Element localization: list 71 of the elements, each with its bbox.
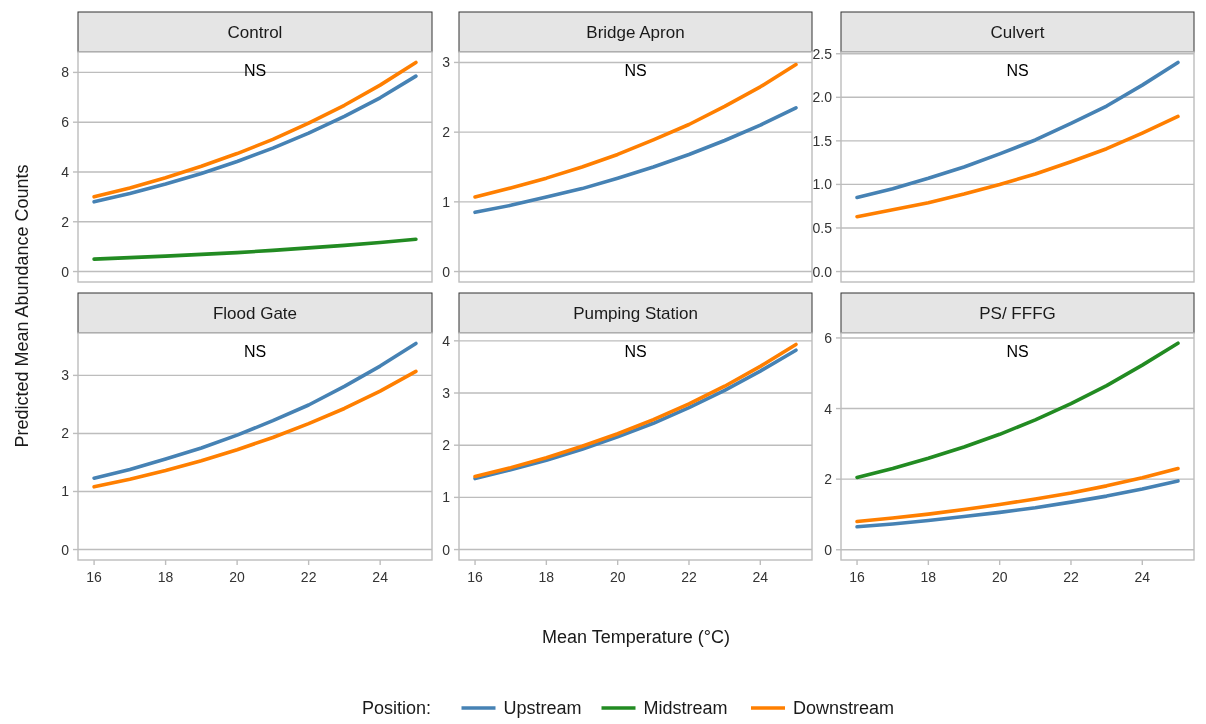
annotation: NS <box>243 62 267 79</box>
legend-title: Position: <box>362 698 432 718</box>
line-series <box>855 60 1180 200</box>
x-tick-label: 16 <box>467 569 484 585</box>
x-tick-label: 24 <box>372 569 389 585</box>
x-tick-label: 16 <box>849 569 866 585</box>
legend-label: Upstream <box>503 698 582 718</box>
legend-label: Midstream <box>643 698 728 718</box>
chart-title: PS/ FFFG <box>979 304 1056 323</box>
x-tick-label: 22 <box>300 569 317 585</box>
line-series <box>855 114 1180 219</box>
chart-title: Bridge Apron <box>586 23 685 42</box>
y-tick-label: 3 <box>442 54 451 71</box>
chart-title: Control <box>227 23 283 42</box>
line-series <box>473 105 798 215</box>
y-tick-label: 2.5 <box>812 45 833 62</box>
chart-title: Pumping Station <box>573 304 698 323</box>
y-axis-title: Predicted Mean Abundance Counts <box>12 164 32 448</box>
y-tick-label: 0 <box>442 263 451 280</box>
y-tick-label: 0 <box>442 541 451 558</box>
annotation: NS <box>624 343 647 360</box>
y-tick-label: 3 <box>442 385 451 402</box>
line-series <box>855 479 1180 529</box>
x-tick-label: 24 <box>1134 569 1151 585</box>
y-tick-label: 2 <box>442 124 451 141</box>
y-tick-label: 6 <box>824 329 833 346</box>
x-tick-label: 16 <box>86 569 103 585</box>
y-tick-label: 0.5 <box>812 219 833 236</box>
chart-title: Flood Gate <box>212 304 298 323</box>
x-axis-title: Mean Temperature (°C) <box>542 627 730 647</box>
y-tick-label: 3 <box>61 367 70 384</box>
y-tick-label: 0 <box>61 541 70 558</box>
y-tick-label: 2.0 <box>812 89 833 106</box>
x-tick-label: 20 <box>991 569 1008 585</box>
y-tick-label: 2 <box>824 471 833 488</box>
x-tick-label: 20 <box>609 569 626 585</box>
x-tick-label: 20 <box>229 569 246 585</box>
x-tick-label: 18 <box>538 569 555 585</box>
y-tick-label: 4 <box>442 332 451 349</box>
y-tick-label: 0 <box>61 263 70 280</box>
y-tick-label: 2 <box>442 437 451 454</box>
y-tick-label: 1.0 <box>812 176 833 193</box>
legend-label: Downstream <box>793 698 895 718</box>
y-tick-label: 2 <box>61 425 70 442</box>
annotation: NS <box>243 343 267 360</box>
annotation: NS <box>624 62 647 79</box>
line-series <box>92 341 418 480</box>
line-series <box>473 62 798 199</box>
y-tick-label: 0.0 <box>812 263 833 280</box>
line-series <box>92 369 418 489</box>
y-tick-label: 4 <box>61 163 70 180</box>
annotation: NS <box>1006 62 1029 79</box>
y-tick-label: 1 <box>442 193 451 210</box>
y-tick-label: 6 <box>61 114 70 131</box>
x-tick-label: 18 <box>920 569 937 585</box>
y-tick-label: 1.5 <box>812 132 833 149</box>
line-series <box>855 341 1180 480</box>
y-tick-label: 2 <box>61 213 70 230</box>
y-tick-label: 1 <box>442 489 451 506</box>
x-tick-label: 22 <box>1063 569 1079 585</box>
annotation: NS <box>1006 343 1029 360</box>
y-tick-label: 1 <box>61 483 70 500</box>
y-tick-label: 0 <box>824 541 833 558</box>
y-tick-label: 4 <box>824 400 833 417</box>
line-series <box>855 466 1180 524</box>
x-tick-label: 22 <box>681 569 697 585</box>
chart-title: Culvert <box>990 23 1045 42</box>
x-tick-label: 24 <box>752 569 769 585</box>
y-tick-label: 8 <box>61 64 70 81</box>
x-tick-label: 18 <box>157 569 174 585</box>
line-series <box>92 237 418 261</box>
